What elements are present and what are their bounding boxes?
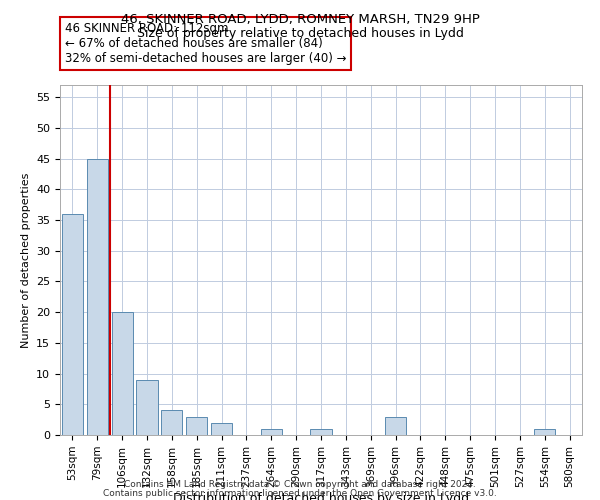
Bar — [310, 429, 332, 435]
Bar — [211, 422, 232, 435]
Bar — [161, 410, 182, 435]
Text: Contains HM Land Registry data © Crown copyright and database right 2024.: Contains HM Land Registry data © Crown c… — [124, 480, 476, 489]
Bar — [87, 158, 108, 435]
X-axis label: Distribution of detached houses by size in Lydd: Distribution of detached houses by size … — [173, 492, 469, 500]
Bar — [385, 416, 406, 435]
Text: Size of property relative to detached houses in Lydd: Size of property relative to detached ho… — [137, 28, 463, 40]
Bar — [186, 416, 207, 435]
Bar — [112, 312, 133, 435]
Bar — [261, 429, 282, 435]
Text: 46 SKINNER ROAD: 112sqm
← 67% of detached houses are smaller (84)
32% of semi-de: 46 SKINNER ROAD: 112sqm ← 67% of detache… — [65, 22, 347, 65]
Text: 46, SKINNER ROAD, LYDD, ROMNEY MARSH, TN29 9HP: 46, SKINNER ROAD, LYDD, ROMNEY MARSH, TN… — [121, 12, 479, 26]
Text: Contains public sector information licensed under the Open Government Licence v3: Contains public sector information licen… — [103, 488, 497, 498]
Y-axis label: Number of detached properties: Number of detached properties — [20, 172, 31, 348]
Bar — [136, 380, 158, 435]
Bar — [62, 214, 83, 435]
Bar — [534, 429, 555, 435]
